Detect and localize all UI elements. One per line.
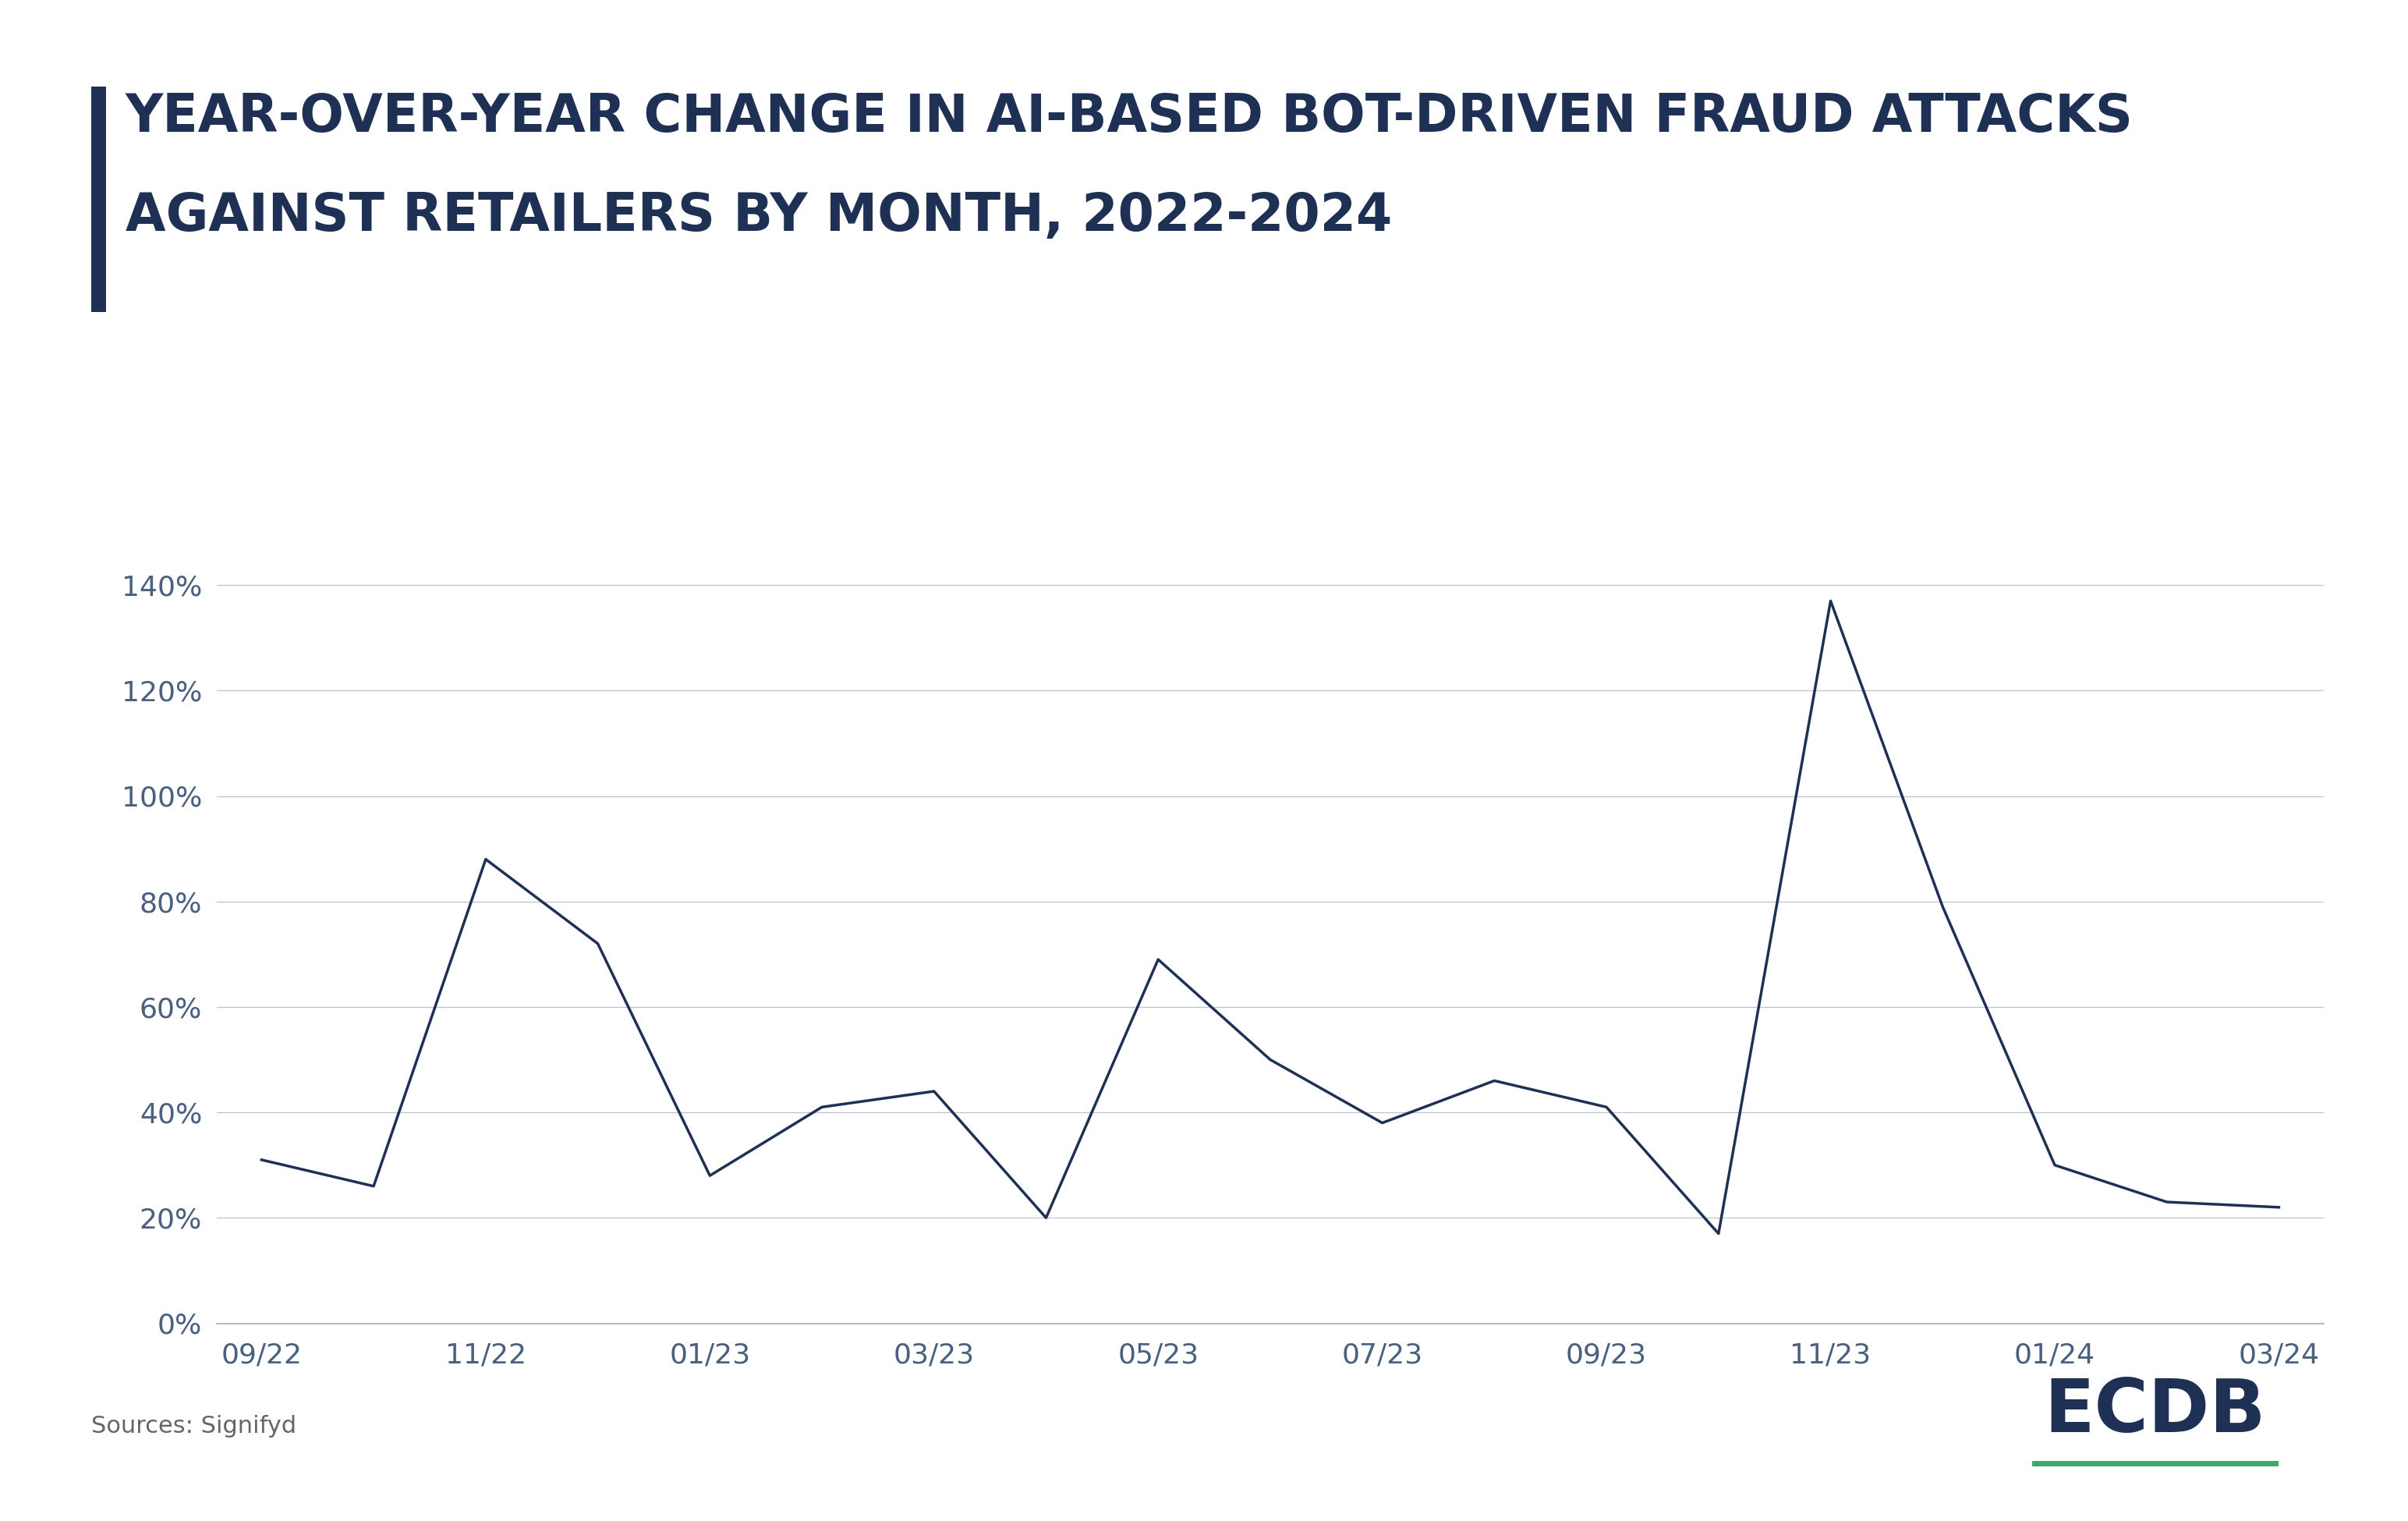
Text: ECDB: ECDB — [2044, 1375, 2266, 1448]
Text: Sources: Signifyd: Sources: Signifyd — [92, 1415, 296, 1437]
Text: AGAINST RETAILERS BY MONTH, 2022-2024: AGAINST RETAILERS BY MONTH, 2022-2024 — [125, 190, 1392, 242]
Text: YEAR-OVER-YEAR CHANGE IN AI-BASED BOT-DRIVEN FRAUD ATTACKS: YEAR-OVER-YEAR CHANGE IN AI-BASED BOT-DR… — [125, 91, 2133, 143]
